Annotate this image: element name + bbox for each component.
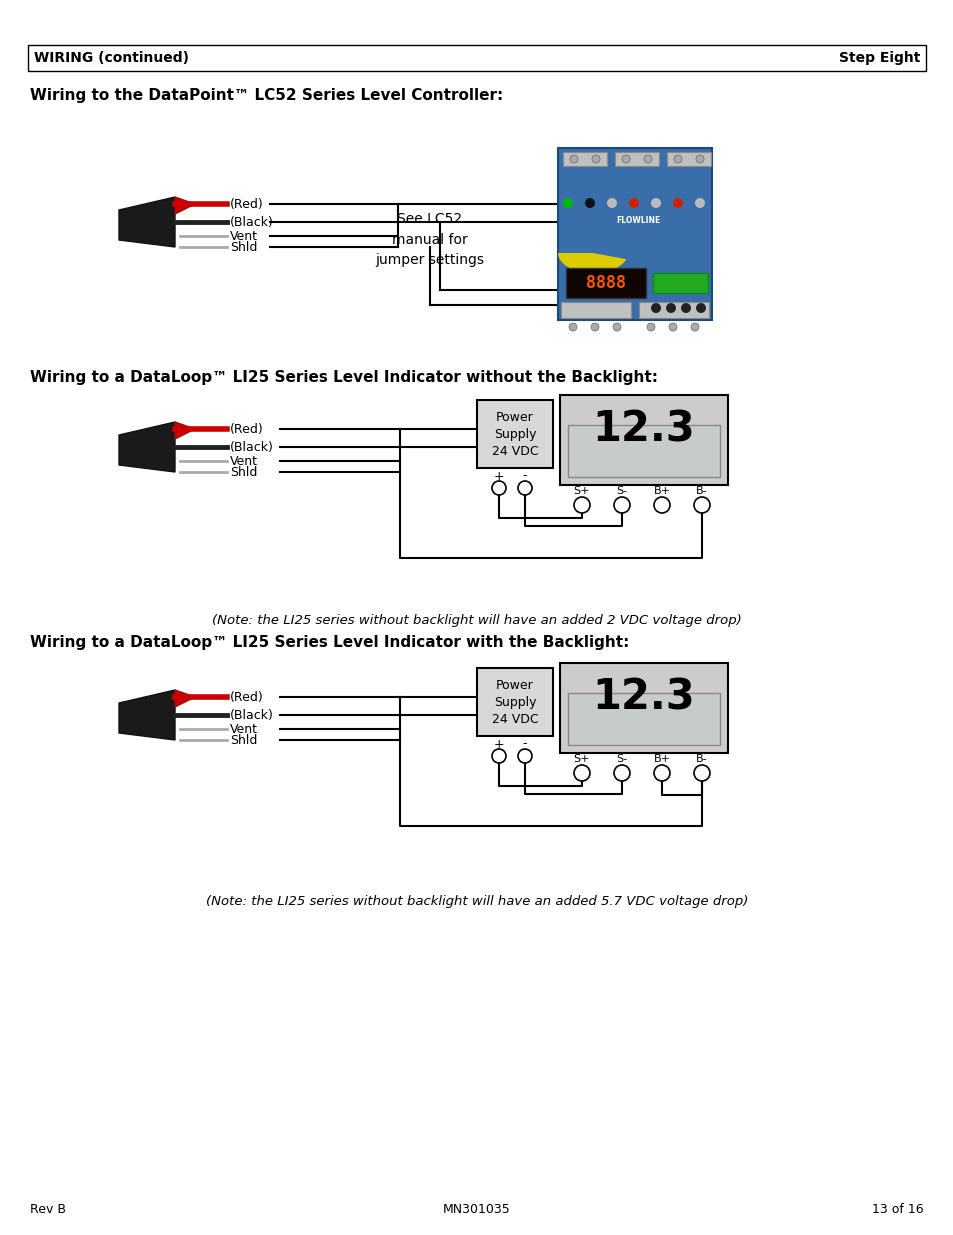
Circle shape [650,198,660,207]
Bar [639,303,708,317]
Circle shape [643,156,651,163]
Text: Power
Supply
24 VDC: Power Supply 24 VDC [491,678,537,725]
Text: +: + [493,469,504,483]
Circle shape [693,496,709,513]
Circle shape [584,198,595,207]
Text: See LC52
manual for
jumper settings: See LC52 manual for jumper settings [375,212,484,267]
Circle shape [690,324,699,331]
Bar [559,395,727,485]
Text: B-: B- [696,487,707,496]
Circle shape [693,764,709,781]
Bar [652,273,707,293]
Text: (Red): (Red) [230,422,263,436]
Text: Step Eight: Step Eight [838,51,919,65]
Text: -: - [522,469,527,483]
Circle shape [614,496,629,513]
Polygon shape [119,422,174,472]
Circle shape [568,324,577,331]
Bar [559,663,727,753]
Bar [666,152,710,165]
Text: (Black): (Black) [230,441,274,453]
Circle shape [569,156,578,163]
Circle shape [696,303,705,312]
Text: Vent: Vent [230,454,257,468]
Circle shape [646,324,655,331]
Text: B+: B+ [653,755,670,764]
Text: B+: B+ [653,487,670,496]
Text: (Red): (Red) [230,690,263,704]
Circle shape [614,764,629,781]
Text: Vent: Vent [230,230,257,242]
Bar [558,148,711,320]
Bar [567,693,720,745]
Circle shape [613,324,620,331]
Circle shape [668,324,677,331]
Text: -: - [522,737,527,751]
Circle shape [695,198,704,207]
Text: Shld: Shld [230,466,257,478]
Circle shape [654,764,669,781]
Polygon shape [174,422,194,438]
Polygon shape [174,198,194,214]
Circle shape [628,198,639,207]
Polygon shape [119,198,174,247]
Text: 8888: 8888 [585,274,625,291]
Text: 12.3: 12.3 [592,676,695,718]
Bar [565,268,645,298]
Text: Rev B: Rev B [30,1203,66,1216]
Bar [560,303,630,317]
Bar [615,152,659,165]
Text: (Black): (Black) [230,709,274,721]
Text: 12.3: 12.3 [592,408,695,450]
Bar [476,668,553,736]
Text: FLOWLINE: FLOWLINE [616,215,659,225]
Text: +: + [493,737,504,751]
Circle shape [562,198,573,207]
Text: (Note: the LI25 series without backlight will have an added 2 VDC voltage drop): (Note: the LI25 series without backlight… [212,614,741,627]
Circle shape [492,480,505,495]
Circle shape [621,156,629,163]
Text: Vent: Vent [230,722,257,736]
Text: Wiring to the DataPoint™ LC52 Series Level Controller:: Wiring to the DataPoint™ LC52 Series Lev… [30,88,503,103]
Text: MN301035: MN301035 [442,1203,511,1216]
Circle shape [665,303,676,312]
Circle shape [696,156,703,163]
Polygon shape [558,253,625,273]
Polygon shape [119,690,174,740]
Text: S-: S- [616,755,627,764]
Circle shape [654,496,669,513]
Circle shape [672,198,682,207]
Text: Wiring to a DataLoop™ LI25 Series Level Indicator with the Backlight:: Wiring to a DataLoop™ LI25 Series Level … [30,635,629,650]
Text: Wiring to a DataLoop™ LI25 Series Level Indicator without the Backlight:: Wiring to a DataLoop™ LI25 Series Level … [30,370,658,385]
Text: WIRING (continued): WIRING (continued) [34,51,189,65]
Circle shape [650,303,660,312]
Text: Shld: Shld [230,734,257,746]
Circle shape [574,764,589,781]
Polygon shape [174,690,194,706]
Circle shape [517,480,532,495]
Bar [562,152,606,165]
Circle shape [592,156,599,163]
Bar [567,425,720,477]
Text: S-: S- [616,487,627,496]
Circle shape [680,303,690,312]
Text: (Note: the LI25 series without backlight will have an added 5.7 VDC voltage drop: (Note: the LI25 series without backlight… [206,895,747,908]
Bar [476,400,553,468]
Text: (Red): (Red) [230,198,263,210]
Text: S+: S+ [573,487,590,496]
Circle shape [574,496,589,513]
Circle shape [606,198,617,207]
Text: B-: B- [696,755,707,764]
Text: Power
Supply
24 VDC: Power Supply 24 VDC [491,410,537,457]
Circle shape [492,748,505,763]
Text: (Black): (Black) [230,215,274,228]
Text: Shld: Shld [230,241,257,253]
Circle shape [517,748,532,763]
Circle shape [673,156,681,163]
Circle shape [590,324,598,331]
Bar [28,44,925,70]
Text: S+: S+ [573,755,590,764]
Text: 13 of 16: 13 of 16 [871,1203,923,1216]
